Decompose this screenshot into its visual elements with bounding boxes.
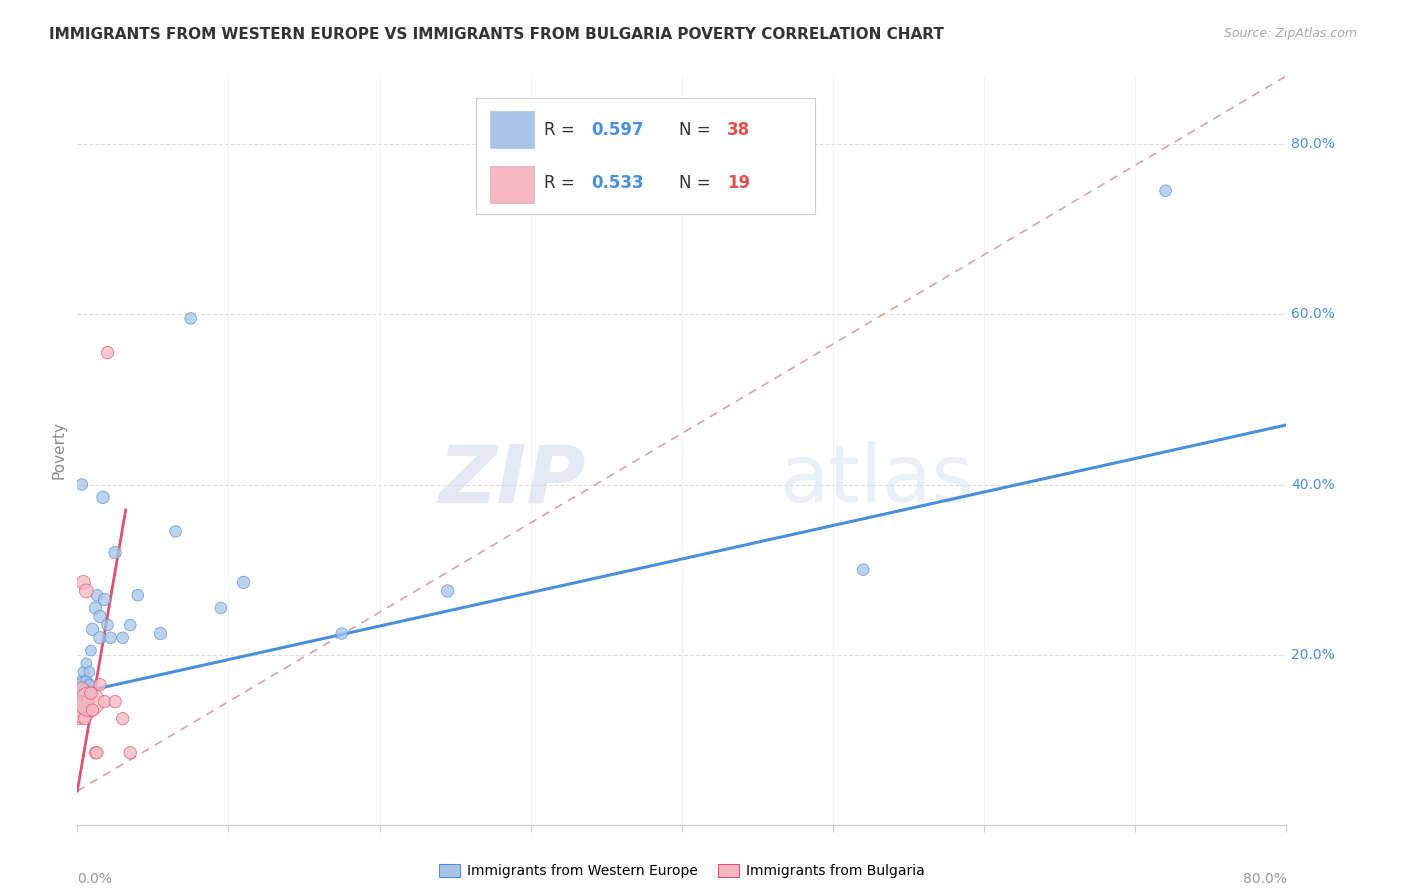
Y-axis label: Poverty: Poverty	[51, 421, 66, 480]
Point	[80, 686, 103, 700]
Point	[120, 746, 142, 760]
Point	[75, 657, 97, 671]
Point	[93, 695, 115, 709]
Point	[96, 345, 118, 359]
Point	[852, 563, 875, 577]
Point	[89, 678, 111, 692]
Point	[72, 686, 94, 700]
Point	[93, 592, 115, 607]
Point	[209, 601, 232, 615]
Point	[89, 631, 111, 645]
Point	[73, 712, 96, 726]
Point	[91, 490, 114, 504]
Point	[73, 681, 96, 696]
Point	[77, 686, 100, 700]
Text: 0.0%: 0.0%	[77, 872, 112, 886]
Text: atlas: atlas	[779, 442, 973, 519]
Point	[111, 712, 134, 726]
Point	[79, 665, 101, 679]
Point	[70, 698, 93, 713]
Text: 60.0%: 60.0%	[1291, 307, 1334, 321]
Point	[86, 746, 108, 760]
Point	[75, 583, 97, 598]
Point	[69, 695, 91, 709]
Point	[69, 703, 91, 717]
Point	[436, 583, 458, 598]
Point	[165, 524, 187, 539]
Text: 40.0%: 40.0%	[1291, 477, 1334, 491]
Point	[89, 609, 111, 624]
Point	[149, 626, 172, 640]
Point	[111, 631, 134, 645]
Legend: Immigrants from Western Europe, Immigrants from Bulgaria: Immigrants from Western Europe, Immigran…	[439, 863, 925, 878]
Point	[79, 695, 101, 709]
Point	[70, 703, 93, 717]
Point	[67, 690, 90, 705]
Point	[82, 703, 104, 717]
Point	[330, 626, 353, 640]
Point	[80, 643, 103, 657]
Text: 80.0%: 80.0%	[1243, 872, 1286, 886]
Point	[73, 698, 96, 713]
Point	[72, 665, 94, 679]
Point	[1154, 184, 1177, 198]
Point	[69, 681, 91, 696]
Text: 20.0%: 20.0%	[1291, 648, 1334, 662]
Text: ZIP: ZIP	[437, 442, 585, 519]
Point	[100, 631, 122, 645]
Point	[232, 575, 254, 590]
Point	[77, 695, 100, 709]
Point	[96, 618, 118, 632]
Point	[82, 622, 104, 636]
Point	[180, 311, 202, 326]
Point	[84, 601, 107, 615]
Point	[70, 477, 93, 491]
Point	[84, 746, 107, 760]
Point	[72, 575, 94, 590]
Point	[127, 588, 149, 602]
Point	[120, 618, 142, 632]
Point	[79, 678, 101, 692]
Point	[67, 712, 90, 726]
Point	[70, 673, 93, 688]
Text: 80.0%: 80.0%	[1291, 137, 1334, 151]
Point	[86, 588, 108, 602]
Point	[70, 681, 93, 696]
Text: IMMIGRANTS FROM WESTERN EUROPE VS IMMIGRANTS FROM BULGARIA POVERTY CORRELATION C: IMMIGRANTS FROM WESTERN EUROPE VS IMMIGR…	[49, 27, 943, 42]
Text: Source: ZipAtlas.com: Source: ZipAtlas.com	[1223, 27, 1357, 40]
Point	[104, 695, 127, 709]
Point	[104, 546, 127, 560]
Point	[75, 673, 97, 688]
